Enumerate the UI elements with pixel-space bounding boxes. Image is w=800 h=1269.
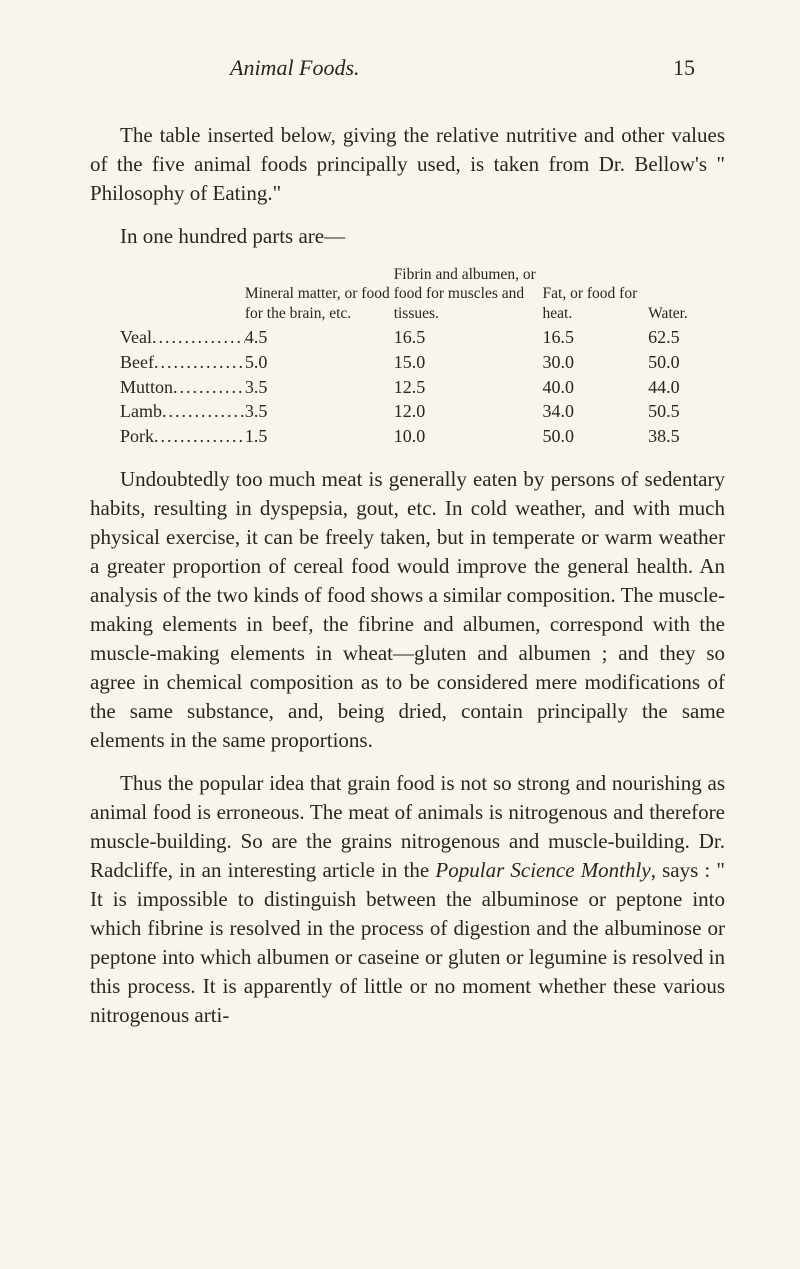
cell: 62.5 (648, 325, 725, 350)
table-header-fat: Fat, or food for heat. (543, 284, 649, 323)
cell: 16.5 (543, 325, 649, 350)
cell: 16.5 (394, 325, 543, 350)
table-header-row: Mineral matter, or food for the brain, e… (120, 265, 725, 323)
row-label: Beef (120, 350, 245, 375)
nutrition-table: Mineral matter, or food for the brain, e… (120, 265, 725, 449)
cell: 30.0 (543, 350, 649, 375)
cell: 5.0 (245, 350, 394, 375)
row-label-text: Beef (120, 352, 154, 372)
row-label: Veal (120, 325, 245, 350)
cell: 50.0 (543, 424, 649, 449)
table-header-water: Water. (648, 304, 725, 323)
paragraph-2: In one hundred parts are— (90, 222, 725, 251)
table-header-fibrin: Fibrin and albumen, or food for muscles … (394, 265, 543, 323)
page-header: Animal Foods. 15 (90, 55, 725, 81)
cell: 12.5 (394, 375, 543, 400)
table-row: Veal 4.5 16.5 16.5 62.5 (120, 325, 725, 350)
row-label: Mutton (120, 375, 245, 400)
cell: 1.5 (245, 424, 394, 449)
table-row: Beef 5.0 15.0 30.0 50.0 (120, 350, 725, 375)
row-label: Lamb (120, 399, 245, 424)
cell: 4.5 (245, 325, 394, 350)
cell: 34.0 (543, 399, 649, 424)
row-label-text: Pork (120, 426, 154, 446)
row-label-text: Veal (120, 327, 152, 347)
cell: 3.5 (245, 375, 394, 400)
table-row: Pork 1.5 10.0 50.0 38.5 (120, 424, 725, 449)
table-header-mineral: Mineral matter, or food for the brain, e… (245, 284, 394, 323)
cell: 50.0 (648, 350, 725, 375)
table-row: Lamb 3.5 12.0 34.0 50.5 (120, 399, 725, 424)
paragraph-4: Thus the popular idea that grain food is… (90, 769, 725, 1030)
italic-popular-science: Popular Science Monthly (435, 858, 650, 882)
paragraph-1: The table inserted below, giving the rel… (90, 121, 725, 208)
running-title: Animal Foods. (230, 55, 360, 81)
cell: 12.0 (394, 399, 543, 424)
page-number: 15 (673, 55, 695, 81)
cell: 40.0 (543, 375, 649, 400)
row-label-text: Lamb (120, 401, 162, 421)
cell: 50.5 (648, 399, 725, 424)
cell: 15.0 (394, 350, 543, 375)
row-label: Pork (120, 424, 245, 449)
row-label-text: Mutton (120, 377, 173, 397)
paragraph-3: Undoubtedly too much meat is generally e… (90, 465, 725, 755)
para4-part2: , says : " It is impossible to distingui… (90, 858, 725, 1027)
table-row: Mutton 3.5 12.5 40.0 44.0 (120, 375, 725, 400)
cell: 44.0 (648, 375, 725, 400)
cell: 38.5 (648, 424, 725, 449)
cell: 3.5 (245, 399, 394, 424)
cell: 10.0 (394, 424, 543, 449)
